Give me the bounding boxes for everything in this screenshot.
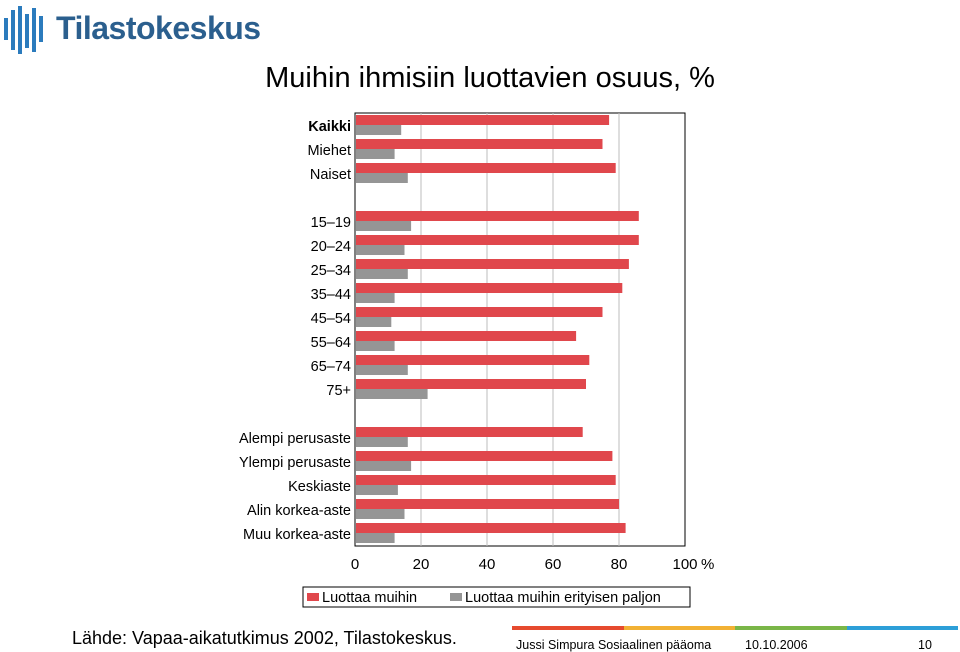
footer-color-segment [623,626,735,630]
chart-title: Muihin ihmisiin luottavien osuus, % [265,62,715,94]
category-label: 35–44 [311,287,351,303]
footer-color-segment [512,626,624,630]
bar-luottaa-muihin [356,331,577,341]
bar-luottaa-erityisen-paljon [356,317,392,327]
bar-luottaa-muihin [356,523,626,533]
bar-luottaa-erityisen-paljon [356,485,398,495]
legend-label-luottaa-muihin: Luottaa muihin [322,590,417,606]
bar-luottaa-erityisen-paljon [356,293,395,303]
category-label: 15–19 [311,215,351,231]
x-tick-label: 0 [351,556,359,573]
bar-luottaa-erityisen-paljon [356,389,428,399]
bar-luottaa-muihin [356,259,629,269]
x-tick-label: 80 [611,556,628,573]
bar-luottaa-erityisen-paljon [356,221,412,231]
bar-luottaa-muihin [356,451,613,461]
category-label: Kaikki [308,119,351,135]
logo-text: Tilastokeskus [56,10,261,46]
bar-luottaa-erityisen-paljon [356,437,408,447]
bar-luottaa-erityisen-paljon [356,269,408,279]
footer-color-strip [512,626,958,630]
category-label: Naiset [310,167,351,183]
bar-luottaa-muihin [356,115,610,125]
legend-label-luottaa-erityisen-paljon: Luottaa muihin erityisen paljon [465,590,661,606]
category-label: Keskiaste [288,479,351,495]
bar-luottaa-erityisen-paljon [356,365,408,375]
x-tick-label: 100 [672,556,697,573]
category-label: Ylempi perusaste [239,455,351,471]
x-tick-label: 40 [479,556,496,573]
footer-date: 10.10.2006 [745,638,808,652]
bar-luottaa-muihin [356,307,603,317]
bar-luottaa-erityisen-paljon [356,341,395,351]
bar-luottaa-muihin [356,235,639,245]
category-label: 25–34 [311,263,351,279]
x-unit-label: % [701,556,714,573]
bar-luottaa-muihin [356,355,590,365]
logo-bars-icon [4,6,43,54]
bar-luottaa-muihin [356,475,616,485]
footer-color-segment [735,626,847,630]
bar-luottaa-erityisen-paljon [356,533,395,543]
category-label: Alempi perusaste [239,431,351,447]
bar-luottaa-muihin [356,283,623,293]
category-label: Miehet [307,143,351,159]
footer-author: Jussi Simpura Sosiaalinen pääoma [516,638,712,652]
bar-luottaa-erityisen-paljon [356,173,408,183]
x-tick-label: 60 [545,556,562,573]
legend-swatch-luottaa-muihin [307,593,319,601]
tilastokeskus-logo: Tilastokeskus [2,4,262,56]
bar-luottaa-erityisen-paljon [356,245,405,255]
bar-luottaa-erityisen-paljon [356,461,412,471]
bar-luottaa-muihin [356,499,619,509]
bar-luottaa-muihin [356,379,586,389]
category-label: Alin korkea-aste [247,503,351,519]
plot-area [354,112,686,547]
category-label: 20–24 [311,239,351,255]
bar-luottaa-muihin [356,163,616,173]
footer-color-segment [846,626,958,630]
legend-box [302,586,691,608]
source-text: Lähde: Vapaa-aikatutkimus 2002, Tilastok… [72,628,457,648]
category-label: Muu korkea-aste [243,527,351,543]
bar-luottaa-erityisen-paljon [356,509,405,519]
bar-luottaa-erityisen-paljon [356,125,402,135]
category-label: 45–54 [311,311,351,327]
category-label: 65–74 [311,359,351,375]
category-label: 75+ [326,383,351,399]
footer-page-number: 10 [918,638,932,652]
x-tick-label: 20 [413,556,430,573]
bar-luottaa-muihin [356,427,583,437]
category-label: 55–64 [311,335,351,351]
bar-luottaa-erityisen-paljon [356,149,395,159]
bar-luottaa-muihin [356,211,639,221]
legend-swatch-luottaa-erityisen-paljon [450,593,462,601]
bar-luottaa-muihin [356,139,603,149]
slide-footer: Jussi Simpura Sosiaalinen pääoma 10.10.2… [512,626,958,652]
